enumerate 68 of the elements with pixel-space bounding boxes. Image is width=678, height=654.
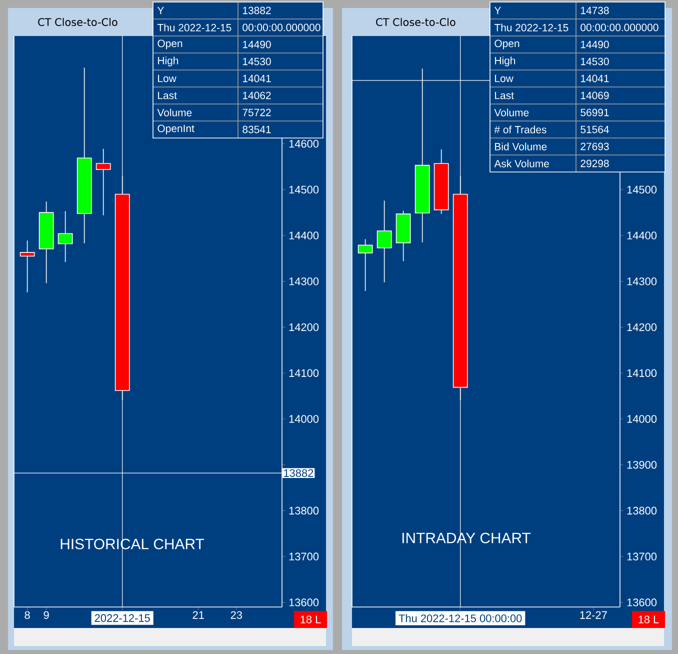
annotation: 14530 (243, 58, 271, 66)
annotation: Low (495, 74, 514, 82)
y-tick-label: 14300 (627, 277, 657, 286)
y-tick-label: 13600 (627, 598, 657, 606)
annotation: OpenInt (158, 124, 194, 134)
x-tick-label: Thu 2022-12-15 00:00:00 (398, 614, 522, 622)
text: 00:00:00.000000 (242, 24, 320, 32)
text: 00:00:00.000000 (580, 24, 658, 32)
y-tick-label: 14100 (289, 369, 319, 377)
x-tick-label: 12-27 (580, 611, 607, 619)
y-tick-label: 13700 (289, 552, 319, 560)
text: 18 L (300, 616, 321, 624)
annotation: Last (158, 92, 177, 100)
y-tick-label: 14400 (627, 232, 657, 240)
y-tick-label: 13900 (627, 460, 657, 469)
annotation: 14041 (243, 74, 271, 82)
annotation: High (495, 56, 516, 66)
annotation: Volume (494, 108, 529, 116)
y-tick-label: 14300 (289, 277, 319, 286)
annotation: Last (495, 92, 514, 100)
chart-title: CT Close-to-Clo (376, 18, 456, 26)
text: Thu 2022-12-15 (494, 24, 568, 32)
annotation: 14490 (581, 40, 609, 48)
x-tick-label: 9 (44, 611, 49, 619)
annotation: Low (158, 74, 176, 82)
ref-line-label: 13882 (284, 469, 314, 477)
annotation: 83541 (242, 126, 271, 134)
y-tick-label: 14500 (289, 186, 319, 194)
text: Thu 2022-12-15 (157, 24, 232, 32)
annotation: High (158, 56, 178, 66)
y-tick-label: 14200 (289, 323, 319, 332)
y-tick-label: 14100 (627, 369, 657, 377)
annotation: 14041 (581, 74, 609, 82)
annotation: Volume (157, 108, 192, 116)
annotation: 56991 (580, 108, 609, 116)
annotation: 14530 (581, 58, 609, 66)
y-tick-label: 14600 (289, 140, 319, 148)
y-tick-label: 14500 (627, 186, 657, 194)
text: 14738 (581, 6, 609, 14)
x-tick-label: 23 (230, 611, 242, 619)
x-tick-label: 2022-12-15 (94, 614, 150, 622)
annotation: 51564 (580, 126, 609, 134)
x-tick-label: 21 (192, 611, 204, 619)
y-tick-label: 14400 (289, 232, 319, 240)
text: Y (494, 6, 501, 14)
annotation: 14069 (581, 92, 609, 100)
annotation: Ask Volume (494, 160, 549, 168)
annotation: Open (158, 40, 182, 50)
x-tick-label: 8 (24, 611, 30, 619)
text: 18 L (638, 616, 659, 624)
y-tick-label: 13800 (289, 506, 319, 515)
y-tick-label: 13800 (627, 506, 657, 515)
annotation: 75722 (242, 108, 271, 116)
text: Y (157, 6, 164, 14)
annotation: Bid Volume (495, 142, 547, 150)
y-tick-label: 13600 (289, 598, 319, 606)
annotation: 14062 (243, 92, 271, 100)
annotation: 14490 (243, 40, 271, 48)
annotation: Open (494, 40, 520, 50)
annotation: 29298 (580, 160, 609, 168)
y-tick-label: 14000 (627, 415, 657, 423)
y-tick-label: 14200 (627, 323, 657, 332)
chart-title: CT Close-to-Clo (38, 18, 118, 26)
y-tick-label: 13700 (627, 552, 657, 560)
text: 13882 (243, 6, 271, 14)
annotation: 27693 (580, 142, 609, 150)
y-tick-label: 14000 (289, 415, 319, 423)
annotation: # of Trades (494, 126, 546, 134)
